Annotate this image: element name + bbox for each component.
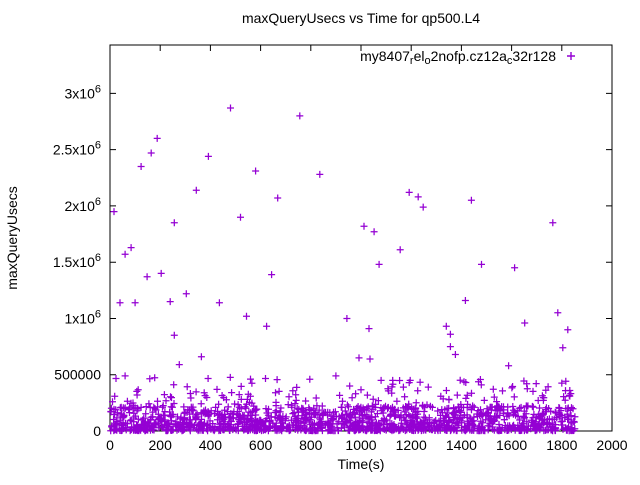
- x-tick-label: 600: [249, 437, 273, 453]
- x-tick-label: 1200: [396, 437, 427, 453]
- y-tick-label: 3x106: [65, 83, 101, 101]
- y-tick-label: 2.5x106: [53, 140, 101, 158]
- x-tick-label: 200: [149, 437, 173, 453]
- legend-marker-plus-icon: [567, 52, 575, 60]
- plot-frame: [109, 44, 613, 432]
- x-tick-label: 1000: [345, 437, 376, 453]
- x-tick-label: 1400: [446, 437, 477, 453]
- x-tick-label: 800: [299, 437, 323, 453]
- legend: my8407relo2nofp.cz12ac32r128: [360, 48, 575, 67]
- x-tick-label: 1800: [546, 437, 577, 453]
- x-tick-label: 0: [106, 437, 114, 453]
- x-tick-label: 400: [199, 437, 223, 453]
- series-dense-band-points: [107, 373, 579, 435]
- x-axis-label: Time(s): [338, 456, 385, 472]
- y-tick-label: 2x106: [65, 196, 101, 214]
- series-outlier-points: [110, 104, 574, 400]
- x-tick-label: 2000: [596, 437, 627, 453]
- chart-title: maxQueryUsecs vs Time for qp500.L4: [242, 10, 480, 26]
- legend-series-label: my8407relo2nofp.cz12ac32r128: [360, 48, 556, 67]
- data-points-group: [107, 104, 579, 435]
- y-tick-label: 1x106: [65, 308, 101, 326]
- y-tick-label: 1.5x106: [53, 252, 101, 270]
- x-tick-label: 1600: [496, 437, 527, 453]
- y-tick-label: 0: [93, 423, 101, 439]
- y-axis-ticks: 0 500000 1x106 1.5x106 2x106 2.5x106 3x106: [53, 83, 612, 439]
- y-axis-label: maxQueryUsecs: [4, 186, 20, 289]
- y-tick-label: 500000: [54, 367, 101, 383]
